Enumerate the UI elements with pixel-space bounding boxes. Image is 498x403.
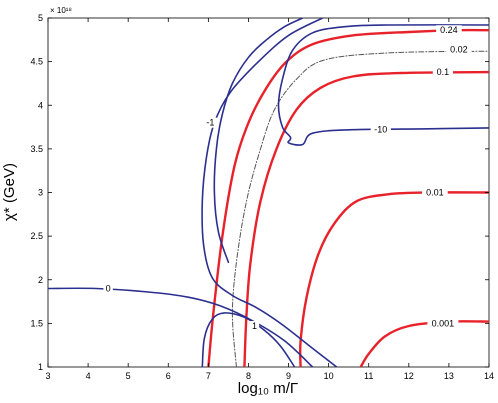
y-tick-label: 5	[38, 13, 43, 23]
contour-label-bg	[432, 67, 453, 78]
y-axis-ticks: 1 1.5 2 2.5 3 3.5 4 4.5 5	[30, 13, 489, 372]
y-tick-label: 2.5	[30, 231, 43, 241]
x-tick-label: 6	[166, 371, 171, 381]
y-tick-label: 1	[38, 362, 43, 372]
contour-line-0_02	[231, 50, 489, 367]
contour-line-0_01	[298, 191, 489, 367]
contour-label: -1	[206, 118, 214, 128]
contour-label: 0.1	[437, 67, 450, 77]
contour-label-bg	[427, 318, 459, 329]
x-tick-label: 11	[364, 371, 373, 381]
contour-label-bg	[103, 283, 113, 294]
x-axis-ticks: 3 4 5 6 7 8 9 10 11 12 13 14	[45, 18, 494, 381]
contour-label: 0.01	[426, 188, 444, 198]
contour-label-bg	[436, 25, 462, 36]
y-tick-label: 3.5	[30, 144, 43, 154]
x-tick-label: 13	[444, 371, 454, 381]
contour-lines	[48, 18, 489, 367]
x-tick-label: 5	[126, 371, 131, 381]
contour-label-bg	[446, 44, 472, 55]
plot-lines: 0.24 0.1 0.01 0.001 0.02 -1 -10 0 1	[48, 18, 489, 367]
contour-line-0_24	[207, 28, 489, 367]
contour-line-unlabeled-9	[213, 18, 304, 264]
contour-label: 0	[106, 283, 111, 293]
y-axis-label: χ* (GeV)	[1, 163, 18, 221]
y-tick-label: 4.5	[30, 57, 43, 67]
y-tick-label: 2	[38, 275, 43, 285]
contour-line-1	[201, 312, 296, 367]
contour-line-neg1	[201, 18, 338, 367]
contour-label: 0.001	[432, 318, 455, 328]
y-exponent-label: × 10¹⁸	[50, 6, 72, 15]
y-tick-label: 4	[38, 100, 43, 110]
x-tick-label: 7	[206, 371, 211, 381]
x-tick-label: 14	[484, 371, 494, 381]
x-tick-label: 8	[246, 371, 251, 381]
contour-line-0	[48, 287, 314, 367]
contour-label: 0.24	[440, 25, 458, 35]
contour-label: -10	[374, 125, 387, 135]
contour-label: 0.02	[450, 44, 468, 54]
y-tick-label: 3	[38, 188, 43, 198]
x-tick-label: 4	[86, 371, 91, 381]
x-axis-label: log₁₀ m/Γ	[238, 380, 298, 397]
y-tick-label: 1.5	[30, 318, 43, 328]
contour-label-bg	[370, 124, 391, 135]
contour-label: 1	[252, 321, 257, 331]
contour-line-0_1	[243, 70, 489, 367]
contour-label-bg	[202, 117, 218, 128]
x-tick-label: 12	[404, 371, 414, 381]
x-tick-label: 3	[45, 371, 50, 381]
contour-line-neg10	[277, 24, 489, 146]
contour-label-bg	[422, 187, 448, 198]
contour-label-bg	[249, 320, 260, 331]
x-tick-label: 9	[286, 371, 291, 381]
x-tick-label: 10	[324, 371, 334, 381]
